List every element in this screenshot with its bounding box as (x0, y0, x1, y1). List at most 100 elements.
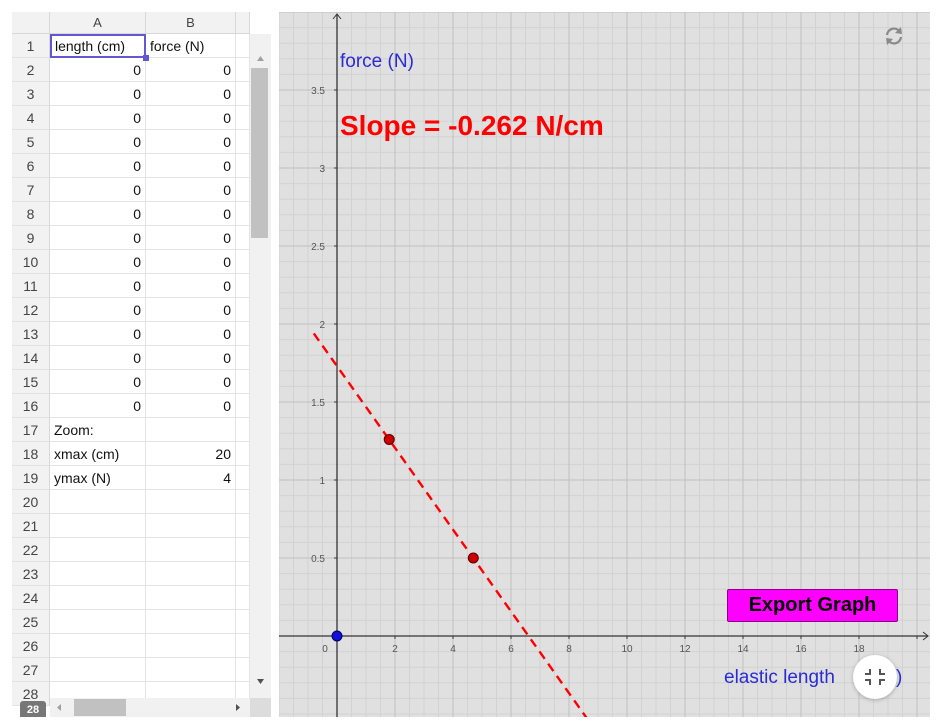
cell-b[interactable]: 0 (146, 250, 236, 274)
row-header[interactable]: 9 (12, 226, 50, 250)
cell-c[interactable] (236, 106, 250, 130)
cell-c[interactable] (236, 346, 250, 370)
cell-a[interactable]: 0 (50, 274, 146, 298)
cell-a[interactable]: length (cm) (50, 34, 146, 58)
selection-fill-handle[interactable] (143, 55, 149, 61)
cell-a[interactable] (50, 490, 146, 514)
row-header[interactable]: 4 (12, 106, 50, 130)
cell-c[interactable] (236, 586, 250, 610)
cell-a[interactable] (50, 610, 146, 634)
cell-b[interactable] (146, 586, 236, 610)
row-header[interactable]: 26 (12, 634, 50, 658)
row-header[interactable]: 15 (12, 370, 50, 394)
row-header[interactable]: 5 (12, 130, 50, 154)
row-header[interactable]: 21 (12, 514, 50, 538)
cell-b[interactable] (146, 634, 236, 658)
cell-c[interactable] (236, 610, 250, 634)
column-header-a[interactable]: A (50, 12, 146, 34)
corner-header[interactable] (12, 12, 50, 34)
cell-a[interactable] (50, 586, 146, 610)
reset-button[interactable] (881, 23, 907, 49)
cell-c[interactable] (236, 34, 250, 58)
cell-a[interactable]: 0 (50, 370, 146, 394)
row-header[interactable]: 23 (12, 562, 50, 586)
row-header[interactable]: 27 (12, 658, 50, 682)
cell-b[interactable]: 0 (146, 178, 236, 202)
cell-c[interactable] (236, 634, 250, 658)
row-header[interactable]: 22 (12, 538, 50, 562)
cell-a[interactable]: 0 (50, 202, 146, 226)
cell-b[interactable]: 0 (146, 154, 236, 178)
cell-b[interactable]: force (N) (146, 34, 236, 58)
row-header[interactable]: 1 (12, 34, 50, 58)
cell-a[interactable]: Zoom: (50, 418, 146, 442)
row-header[interactable]: 24 (12, 586, 50, 610)
cell-c[interactable] (236, 178, 250, 202)
cell-c[interactable] (236, 202, 250, 226)
cell-c[interactable] (236, 418, 250, 442)
cell-c[interactable] (236, 226, 250, 250)
horizontal-scrollbar[interactable] (50, 698, 250, 717)
cell-c[interactable] (236, 58, 250, 82)
cell-a[interactable]: 0 (50, 106, 146, 130)
cell-c[interactable] (236, 466, 250, 490)
cell-b[interactable]: 0 (146, 202, 236, 226)
cell-b[interactable]: 0 (146, 298, 236, 322)
cell-b[interactable] (146, 490, 236, 514)
cell-b[interactable]: 0 (146, 346, 236, 370)
cell-c[interactable] (236, 658, 250, 682)
row-header[interactable]: 6 (12, 154, 50, 178)
cell-b[interactable]: 0 (146, 106, 236, 130)
cell-b[interactable] (146, 418, 236, 442)
cell-a[interactable]: xmax (cm) (50, 442, 146, 466)
cell-b[interactable]: 0 (146, 82, 236, 106)
row-header[interactable]: 13 (12, 322, 50, 346)
row-header[interactable]: 17 (12, 418, 50, 442)
cell-a[interactable] (50, 514, 146, 538)
cell-b[interactable] (146, 658, 236, 682)
cell-a[interactable]: 0 (50, 154, 146, 178)
cell-a[interactable] (50, 562, 146, 586)
cell-c[interactable] (236, 322, 250, 346)
cell-a[interactable] (50, 634, 146, 658)
row-header[interactable]: 3 (12, 82, 50, 106)
cell-a[interactable]: ymax (N) (50, 466, 146, 490)
cell-a[interactable]: 0 (50, 130, 146, 154)
cell-b[interactable] (146, 610, 236, 634)
cell-a[interactable]: 0 (50, 178, 146, 202)
cell-c[interactable] (236, 490, 250, 514)
cell-b[interactable]: 0 (146, 130, 236, 154)
row-header[interactable]: 2 (12, 58, 50, 82)
cell-c[interactable] (236, 250, 250, 274)
cell-a[interactable]: 0 (50, 58, 146, 82)
cell-c[interactable] (236, 442, 250, 466)
vertical-scrollbar[interactable] (250, 34, 271, 698)
cell-a[interactable]: 0 (50, 82, 146, 106)
cell-a[interactable]: 0 (50, 394, 146, 418)
exit-fullscreen-button[interactable] (853, 655, 897, 699)
row-header[interactable]: 16 (12, 394, 50, 418)
cell-a[interactable]: 0 (50, 250, 146, 274)
cell-b[interactable]: 0 (146, 370, 236, 394)
cell-b[interactable]: 0 (146, 322, 236, 346)
row-header[interactable]: 8 (12, 202, 50, 226)
cell-b[interactable]: 0 (146, 274, 236, 298)
cell-b[interactable]: 20 (146, 442, 236, 466)
cell-a[interactable]: 0 (50, 322, 146, 346)
cell-c[interactable] (236, 298, 250, 322)
keyboard-icon[interactable]: 28 (20, 701, 46, 717)
cell-c[interactable] (236, 370, 250, 394)
cell-c[interactable] (236, 394, 250, 418)
row-header[interactable]: 7 (12, 178, 50, 202)
cell-c[interactable] (236, 154, 250, 178)
cell-b[interactable] (146, 538, 236, 562)
cell-b[interactable]: 4 (146, 466, 236, 490)
cell-a[interactable] (50, 538, 146, 562)
row-header[interactable]: 19 (12, 466, 50, 490)
export-graph-button[interactable]: Export Graph (727, 589, 898, 622)
cell-c[interactable] (236, 538, 250, 562)
row-header[interactable]: 10 (12, 250, 50, 274)
cell-c[interactable] (236, 514, 250, 538)
cell-c[interactable] (236, 130, 250, 154)
row-header[interactable]: 25 (12, 610, 50, 634)
